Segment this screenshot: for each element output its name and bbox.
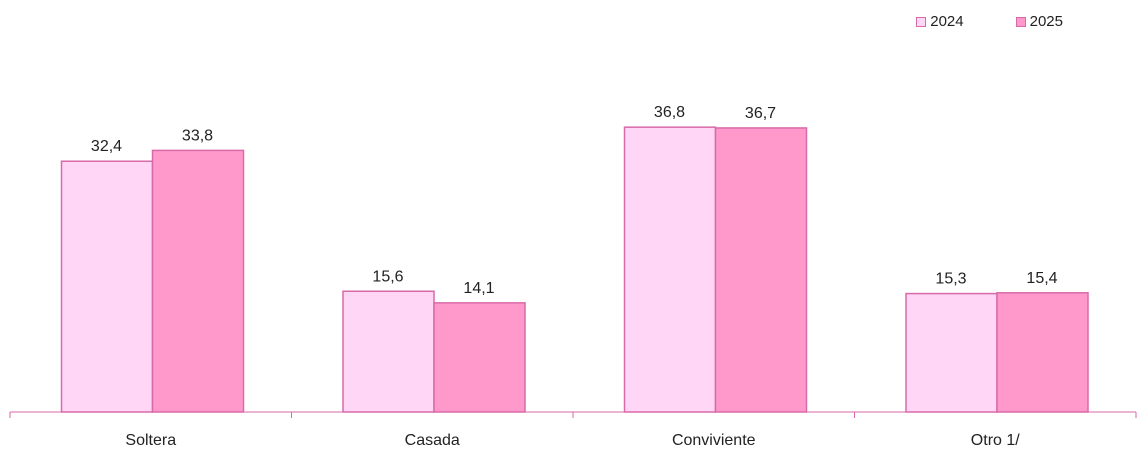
legend-item-2025: 2025 bbox=[1015, 13, 1063, 30]
x-tick-label-soltera: Soltera bbox=[125, 432, 176, 449]
legend: 2024 2025 bbox=[916, 13, 1063, 30]
bar-2024-conviviente bbox=[623, 126, 717, 413]
x-tick-label-otro-1-: Otro 1/ bbox=[971, 432, 1020, 449]
bar-2025-otro-1- bbox=[996, 292, 1089, 413]
x-tick-label-casada: Casada bbox=[405, 432, 460, 449]
data-label-2024-conviviente: 36,8 bbox=[654, 104, 685, 121]
data-label-2025-soltera: 33,8 bbox=[182, 127, 213, 144]
data-label-2024-casada: 15,6 bbox=[372, 268, 403, 285]
data-label-2025-casada: 14,1 bbox=[463, 280, 494, 297]
bar-2025-casada bbox=[433, 302, 526, 413]
bar-2025-conviviente bbox=[714, 127, 808, 413]
data-label-2025-otro-1-: 15,4 bbox=[1026, 270, 1057, 287]
legend-item-2024: 2024 bbox=[916, 13, 964, 30]
bar-2024-soltera bbox=[60, 160, 154, 413]
data-label-2025-conviviente: 36,7 bbox=[745, 105, 776, 122]
legend-swatch-2024 bbox=[916, 16, 927, 27]
bar-2024-casada bbox=[342, 290, 435, 413]
legend-label-2025: 2025 bbox=[1029, 13, 1063, 30]
bar-2025-soltera bbox=[151, 149, 245, 413]
data-label-2024-otro-1-: 15,3 bbox=[935, 271, 966, 288]
bar-2024-otro-1- bbox=[905, 292, 998, 413]
legend-label-2024: 2024 bbox=[930, 13, 964, 30]
x-tick-label-conviviente: Conviviente bbox=[672, 432, 756, 449]
data-label-2024-soltera: 32,4 bbox=[91, 138, 122, 155]
legend-swatch-2025 bbox=[1015, 16, 1026, 27]
